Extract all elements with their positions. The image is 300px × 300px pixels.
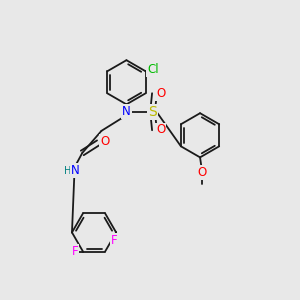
Text: N: N [70,164,79,177]
Text: N: N [122,105,131,118]
Text: F: F [111,234,118,247]
Text: Cl: Cl [147,63,159,76]
Text: O: O [156,87,166,100]
Text: O: O [100,135,110,148]
Text: O: O [197,166,206,179]
Text: S: S [148,105,157,119]
Text: H: H [64,166,72,176]
Text: F: F [71,245,78,258]
Text: O: O [156,124,166,136]
